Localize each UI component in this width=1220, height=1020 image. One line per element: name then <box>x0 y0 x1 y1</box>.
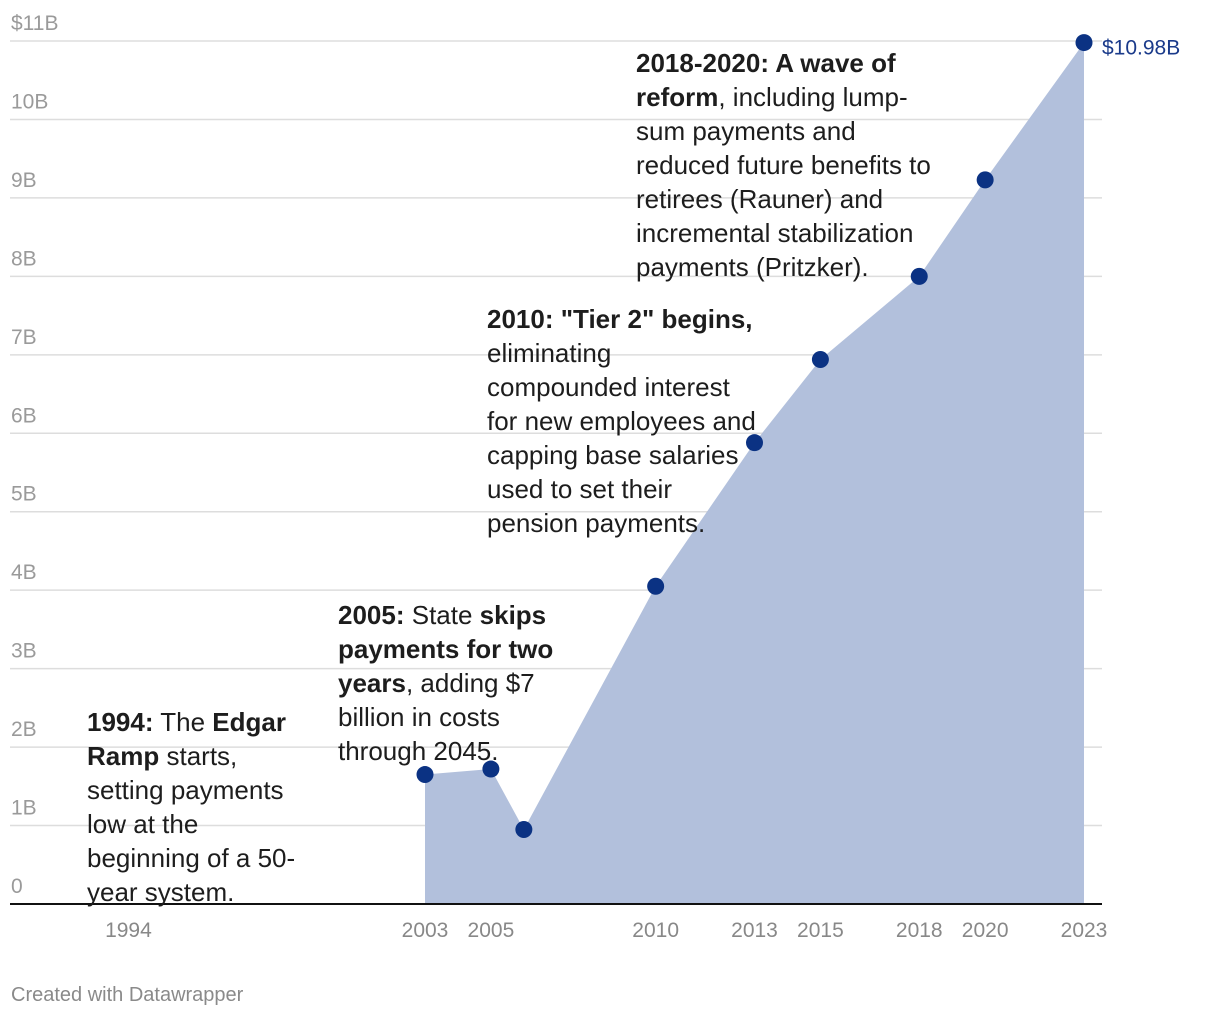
annotation-bold-text: 2018-2020: A wave of reform <box>636 48 896 112</box>
annotation-2018-2020: 2018-2020: A wave of reform, including l… <box>636 46 946 284</box>
annotation-text: , adding $7 billion in costs through 204… <box>338 668 535 766</box>
end-value-label: $10.98B <box>1102 37 1180 60</box>
y-tick-label: 7B <box>11 326 37 349</box>
annotation-bold-text: 1994: <box>87 707 154 737</box>
annotation-2010: 2010: "Tier 2" begins, eliminating compo… <box>487 302 757 540</box>
y-tick-label: 6B <box>11 404 37 427</box>
annotation-bold-text: Edgar Ramp <box>87 707 286 771</box>
y-tick-label: $11B <box>11 12 59 35</box>
x-tick-label: 2010 <box>632 919 679 942</box>
x-tick-label: 2020 <box>962 919 1009 942</box>
y-tick-label: 0 <box>11 875 23 898</box>
y-tick-label: 8B <box>11 247 37 270</box>
data-point <box>811 351 829 369</box>
data-point <box>515 820 533 838</box>
y-tick-label: 10B <box>11 90 48 113</box>
x-axis-ticks: 1994 2003 2005 2010 2013 2015 2018 2020 2023 <box>105 919 1107 942</box>
annotation-2005: 2005: State skips payments for two years… <box>338 598 566 768</box>
annotation-text: starts, setting payments low at the begi… <box>87 741 296 907</box>
y-tick-label: 4B <box>11 561 37 584</box>
data-point <box>416 766 434 784</box>
annotation-bold-text: 2010: "Tier 2" begins, <box>487 304 753 334</box>
x-tick-label: 2018 <box>896 919 943 942</box>
annotation-text: The <box>153 707 213 737</box>
x-tick-label: 2005 <box>468 919 515 942</box>
data-point <box>647 577 665 595</box>
y-tick-label: 9B <box>11 169 37 192</box>
annotation-text: State <box>404 600 480 630</box>
annotation-bold-text: 2005: <box>338 600 405 630</box>
annotation-text: , including lump-sum payments and reduce… <box>636 82 931 282</box>
x-tick-label: 1994 <box>105 919 152 942</box>
y-tick-label: 1B <box>11 797 37 820</box>
x-tick-label: 2013 <box>731 919 778 942</box>
y-tick-label: 3B <box>11 640 37 663</box>
data-point <box>976 171 994 189</box>
credit-text: Created with Datawrapper <box>11 984 244 1006</box>
area-series <box>425 42 1084 904</box>
y-axis-ticks: 0 1B 2B 3B 4B 5B 6B 7B 8B 9B 10B $11B <box>11 12 59 898</box>
data-point <box>1075 34 1093 52</box>
data-point <box>910 267 928 285</box>
annotation-bold-text: skips payments for two years <box>338 600 554 698</box>
x-tick-label: 2023 <box>1061 919 1108 942</box>
data-point <box>482 760 500 778</box>
gridlines <box>10 40 1102 827</box>
annotation-text: eliminating compounded interest for new … <box>487 338 756 538</box>
annotation-1994: 1994: The Edgar Ramp starts, setting pay… <box>87 705 312 909</box>
y-tick-label: 2B <box>11 718 37 741</box>
data-markers <box>416 34 1093 838</box>
x-tick-label: 2015 <box>797 919 844 942</box>
y-tick-label: 5B <box>11 483 37 506</box>
data-point <box>746 434 763 452</box>
x-tick-label: 2003 <box>402 919 449 942</box>
